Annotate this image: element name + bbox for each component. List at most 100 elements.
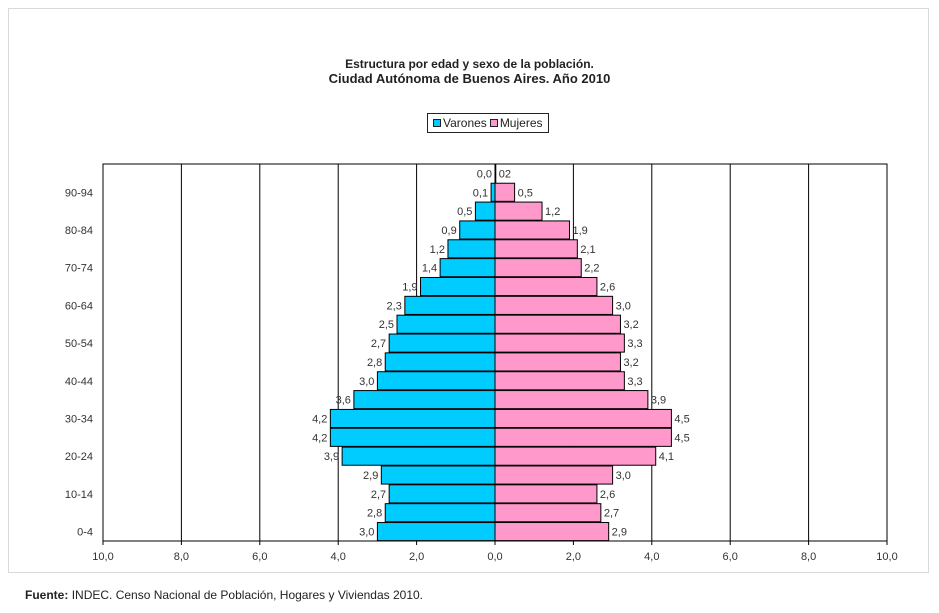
y-tick-label-30-34: 30-34 (65, 413, 93, 425)
data-label-mujeres-5-9: 2,7 (604, 508, 619, 520)
bar-varones-15-19 (380, 465, 496, 485)
data-label-mujeres-30-34: 4,5 (674, 413, 689, 425)
data-label-varones-45-49: 2,8 (367, 357, 382, 369)
data-label-varones-70-74: 1,4 (422, 263, 437, 275)
y-tick-label-80-84: 80-84 (65, 225, 93, 237)
x-tick-label-5: 0,0 (487, 551, 502, 563)
data-label-mujeres-70-74: 2,2 (584, 263, 599, 275)
data-label-varones-90-94: 0,1 (473, 187, 488, 199)
data-label-mujeres-25-29: 4,5 (674, 432, 689, 444)
bar-mujeres-25-29 (494, 427, 672, 447)
data-label-varones-60-64: 2,3 (387, 300, 402, 312)
bar-mujeres-40-44 (494, 371, 625, 391)
data-label-varones-10-14: 2,7 (371, 489, 386, 501)
bar-mujeres-75-79 (494, 239, 578, 259)
data-label-mujeres-0-4: 2,9 (612, 527, 627, 539)
data-label-mujeres-55-59: 3,2 (623, 319, 638, 331)
bar-mujeres-15-19 (494, 465, 614, 485)
bar-mujeres-60-64 (494, 295, 614, 315)
data-label-varones-50-54: 2,7 (371, 338, 386, 350)
bar-varones-45-49 (384, 352, 496, 372)
source-note: Fuente: INDEC. Censo Nacional de Poblaci… (25, 588, 423, 602)
bar-mujeres-10-14 (494, 484, 598, 504)
y-tick-label-10-14: 10-14 (65, 489, 93, 501)
data-label-varones-85-89: 0,5 (457, 206, 472, 218)
bar-varones-5-9 (384, 503, 496, 523)
bar-varones-35-39 (353, 390, 496, 410)
bar-varones-70-74 (439, 258, 496, 278)
bar-varones-80-84 (459, 220, 496, 240)
bar-mujeres-95+ (494, 163, 497, 183)
bar-varones-25-29 (329, 427, 496, 447)
bar-varones-20-24 (341, 446, 496, 466)
x-tick-label-10: 10,0 (876, 551, 897, 563)
x-tick-label-1: 8,0 (174, 551, 189, 563)
bar-varones-90-94 (490, 182, 496, 202)
data-label-mujeres-85-89: 1,2 (545, 206, 560, 218)
bar-mujeres-20-24 (494, 446, 657, 466)
y-tick-label-50-54: 50-54 (65, 338, 93, 350)
legend-label-varones: Varones (443, 116, 487, 130)
bar-varones-0-4 (376, 522, 496, 542)
chart-subtitle: Ciudad Autónoma de Buenos Aires. Año 201… (328, 71, 611, 86)
data-label-varones-55-59: 2,5 (379, 319, 394, 331)
data-label-mujeres-35-39: 3,9 (651, 395, 666, 407)
data-label-mujeres-20-24: 4,1 (659, 451, 674, 463)
bar-varones-10-14 (388, 484, 496, 504)
chart-frame (8, 8, 929, 573)
bar-mujeres-80-84 (494, 220, 570, 240)
bar-mujeres-30-34 (494, 408, 672, 429)
data-label-mujeres-60-64: 3,0 (616, 300, 631, 312)
bar-varones-50-54 (388, 333, 496, 353)
data-label-mujeres-15-19: 3,0 (616, 470, 631, 482)
data-label-mujeres-65-69: 2,6 (600, 282, 615, 294)
x-tick-label-6: 2,0 (566, 551, 581, 563)
data-label-mujeres-95+: 02 (499, 168, 511, 180)
data-label-varones-5-9: 2,8 (367, 508, 382, 520)
data-label-varones-75-79: 1,2 (430, 244, 445, 256)
data-label-mujeres-40-44: 3,3 (627, 376, 642, 388)
data-label-mujeres-80-84: 1,9 (572, 225, 587, 237)
x-tick-label-2: 6,0 (252, 551, 267, 563)
x-tick-label-3: 4,0 (331, 551, 346, 563)
data-label-varones-65-69: 1,9 (402, 282, 417, 294)
bar-mujeres-90-94 (494, 182, 516, 202)
legend-swatch-mujeres (489, 119, 498, 127)
chart-title: Estructura por edad y sexo de la poblaci… (345, 57, 594, 71)
y-tick-label-0-4: 0-4 (77, 527, 93, 539)
chart-legend: Varones Mujeres (427, 113, 549, 133)
data-label-mujeres-10-14: 2,6 (600, 489, 615, 501)
bar-mujeres-45-49 (494, 352, 621, 372)
bar-mujeres-65-69 (494, 276, 598, 297)
bar-varones-40-44 (376, 371, 496, 391)
x-tick-label-0: 10,0 (92, 551, 113, 563)
data-label-varones-95+: 0,0 (477, 168, 492, 180)
data-label-varones-30-34: 4,2 (312, 413, 327, 425)
bar-mujeres-70-74 (494, 258, 582, 278)
bar-varones-55-59 (396, 314, 496, 334)
bar-mujeres-5-9 (494, 503, 602, 523)
data-label-varones-35-39: 3,6 (336, 395, 351, 407)
data-label-varones-15-19: 2,9 (363, 470, 378, 482)
x-tick-label-8: 6,0 (723, 551, 738, 563)
bar-mujeres-35-39 (494, 390, 649, 410)
x-tick-label-9: 8,0 (801, 551, 816, 563)
legend-item-mujeres: Mujeres (489, 116, 543, 130)
bar-mujeres-85-89 (494, 201, 543, 221)
data-label-mujeres-75-79: 2,1 (580, 244, 595, 256)
y-tick-label-70-74: 70-74 (65, 263, 93, 275)
bar-varones-60-64 (404, 295, 496, 315)
data-label-mujeres-45-49: 3,2 (623, 357, 638, 369)
legend-swatch-varones (433, 119, 441, 127)
bar-varones-65-69 (420, 276, 496, 297)
data-label-varones-20-24: 3,9 (324, 451, 339, 463)
x-tick-label-7: 4,0 (644, 551, 659, 563)
data-label-varones-0-4: 3,0 (359, 527, 374, 539)
bar-varones-85-89 (474, 201, 496, 221)
bar-varones-75-79 (447, 239, 496, 259)
legend-item-varones: Varones (433, 116, 487, 130)
data-label-varones-25-29: 4,2 (312, 432, 327, 444)
data-label-mujeres-90-94: 0,5 (518, 187, 533, 199)
data-label-mujeres-50-54: 3,3 (627, 338, 642, 350)
